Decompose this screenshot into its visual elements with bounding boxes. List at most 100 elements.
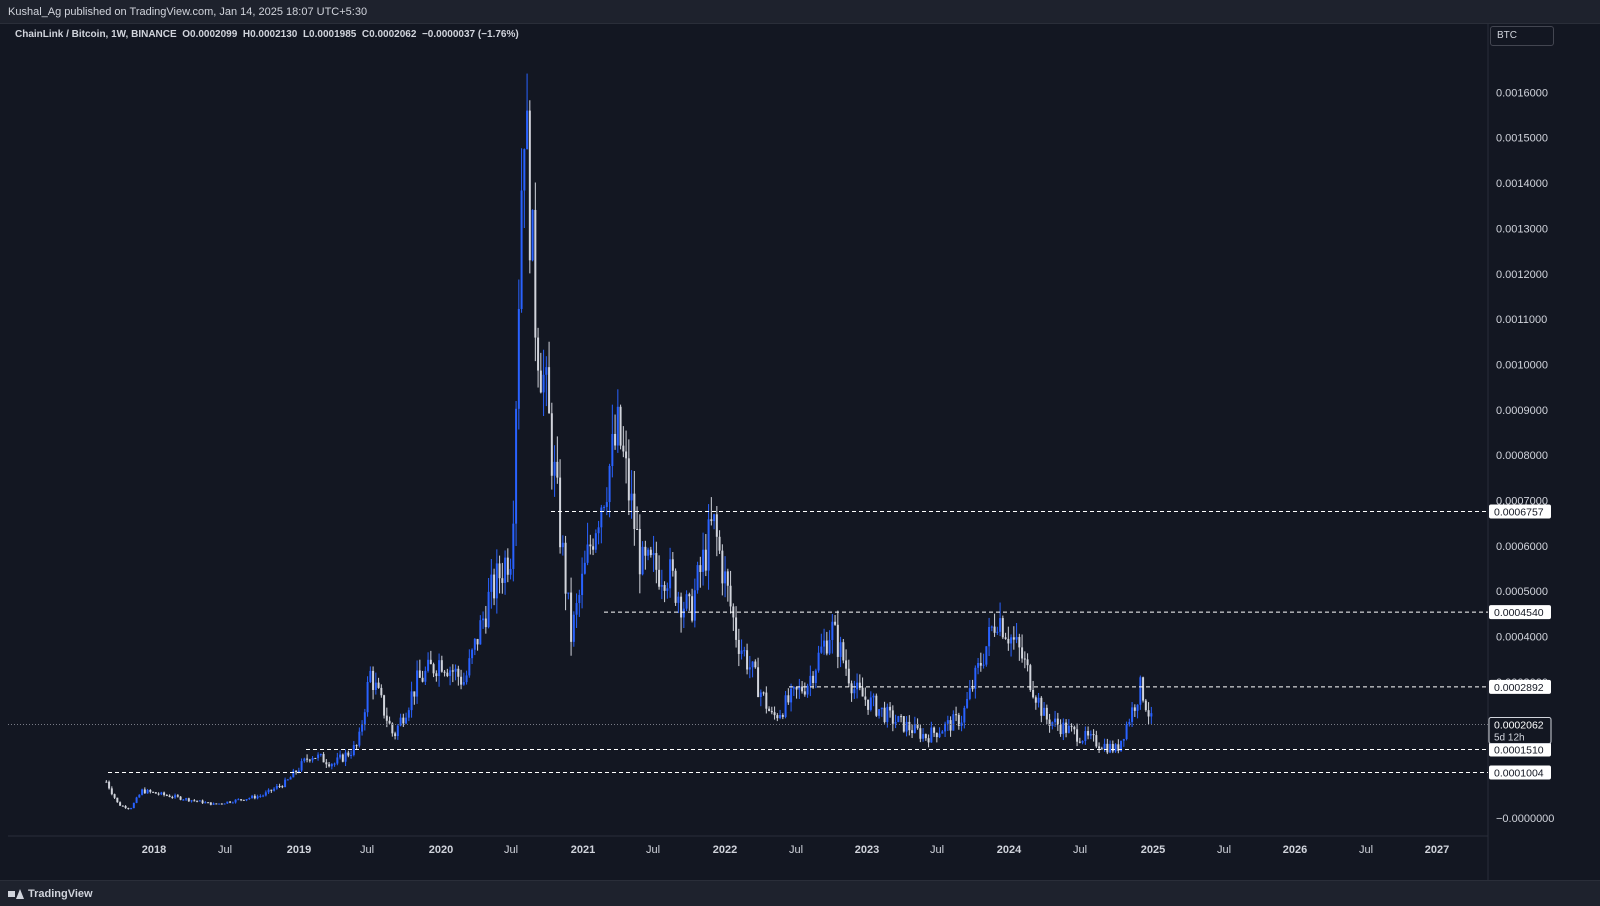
y-tick-label: 0.0014000 xyxy=(1496,178,1548,190)
candle-body xyxy=(790,688,793,703)
candle-body xyxy=(308,759,311,761)
candle-body xyxy=(622,445,625,452)
candle-body xyxy=(121,805,124,807)
candle-body xyxy=(726,571,729,586)
candle-body xyxy=(630,493,633,501)
candle-body xyxy=(935,732,938,738)
chart-pane[interactable]: 0.0016000 0.0015000 0.0014000 0.0013000 0.00… xyxy=(8,24,1600,880)
candle-body xyxy=(748,667,751,670)
candle-body xyxy=(490,574,493,592)
candle-body xyxy=(325,762,328,765)
candle-body xyxy=(424,670,427,682)
candle-body xyxy=(1023,658,1026,660)
candle-body xyxy=(1010,637,1013,644)
candle-body xyxy=(528,110,531,261)
candle-body xyxy=(699,565,702,572)
candle-body xyxy=(875,695,878,716)
candle-body xyxy=(495,563,498,599)
candle-body xyxy=(479,620,482,645)
candle-body xyxy=(520,190,523,309)
candle-body xyxy=(682,608,685,618)
candle-body xyxy=(292,770,295,778)
candle-body xyxy=(762,692,765,694)
candle-body xyxy=(853,689,856,694)
candle-body xyxy=(289,777,292,780)
x-tick-label: Jul xyxy=(218,844,232,856)
candle-body xyxy=(567,592,570,594)
candle-body xyxy=(416,670,419,697)
price-chart[interactable]: 0.0016000 0.0015000 0.0014000 0.0013000 0.00… xyxy=(8,24,1600,880)
candle-body xyxy=(770,710,773,713)
candle-body xyxy=(955,714,958,716)
y-tick-label: 0.0011000 xyxy=(1496,314,1547,326)
candle-body xyxy=(1117,744,1120,751)
candle-body xyxy=(638,529,641,575)
candle-body xyxy=(759,692,762,698)
candle-body xyxy=(369,670,372,682)
footer-bar: TradingView xyxy=(0,880,1600,906)
candle-body xyxy=(462,682,465,685)
candle-body xyxy=(968,688,971,699)
candle-body xyxy=(985,646,988,665)
candle-body xyxy=(693,590,696,621)
candle-body xyxy=(146,790,149,794)
candle-body xyxy=(578,595,581,604)
candle-body xyxy=(575,603,578,615)
candle-body xyxy=(119,802,122,806)
candle-body xyxy=(817,652,820,671)
published-text: Kushal_Ag published on TradingView.com, … xyxy=(8,6,368,18)
candle-body xyxy=(446,672,449,676)
currency-badge[interactable]: BTC xyxy=(1490,26,1554,46)
candle-body xyxy=(1062,722,1065,735)
candle-body xyxy=(405,717,408,724)
candle-body xyxy=(1073,726,1076,730)
legend-close: C0.0002062 xyxy=(361,29,417,40)
candle-body xyxy=(933,727,936,733)
candle-body xyxy=(531,209,534,261)
candle-body xyxy=(138,794,141,798)
candle-body xyxy=(779,715,782,719)
candle-body xyxy=(358,731,361,746)
candle-body xyxy=(141,789,144,795)
candle-body xyxy=(674,570,677,603)
candle-body xyxy=(482,618,485,621)
candle-body xyxy=(201,800,204,804)
candle-body xyxy=(891,710,894,724)
y-tick-label: 0.0012000 xyxy=(1496,269,1548,281)
candle-body xyxy=(523,149,526,191)
candle-body xyxy=(971,688,974,690)
x-tick-label: 2026 xyxy=(1283,844,1307,856)
candle-body xyxy=(1043,707,1046,716)
candle-body xyxy=(509,568,512,575)
y-tick-label: 0.0008000 xyxy=(1496,450,1548,462)
candle-body xyxy=(248,798,251,800)
candle-body xyxy=(781,715,784,717)
candle-body xyxy=(498,563,501,579)
candle-body xyxy=(1054,718,1057,723)
y-tick-label: 0.0005000 xyxy=(1496,586,1548,598)
candle-body xyxy=(1056,718,1059,726)
candle-body xyxy=(421,677,424,682)
level-price-label: 0.0002892 xyxy=(1494,682,1544,694)
candle-body xyxy=(946,720,949,724)
candle-body xyxy=(229,801,232,803)
candle-body xyxy=(834,621,837,625)
candle-body xyxy=(603,506,606,508)
level-price-label: 0.0001004 xyxy=(1494,767,1544,779)
candle-body xyxy=(383,695,386,716)
candle-body xyxy=(704,549,707,571)
candle-body xyxy=(465,675,468,683)
candle-body xyxy=(608,466,611,503)
candle-body xyxy=(570,592,573,642)
bar-countdown-label: 5d 12h xyxy=(1494,732,1525,743)
candle-body xyxy=(443,671,446,673)
tradingview-logo[interactable]: TradingView xyxy=(8,888,93,900)
candle-body xyxy=(537,337,540,371)
candle-body xyxy=(787,695,790,703)
candle-body xyxy=(685,594,688,609)
candle-body xyxy=(572,614,575,642)
candle-body xyxy=(850,683,853,694)
candle-body xyxy=(363,712,366,725)
candle-body xyxy=(1076,729,1079,742)
candle-body xyxy=(1139,677,1142,705)
